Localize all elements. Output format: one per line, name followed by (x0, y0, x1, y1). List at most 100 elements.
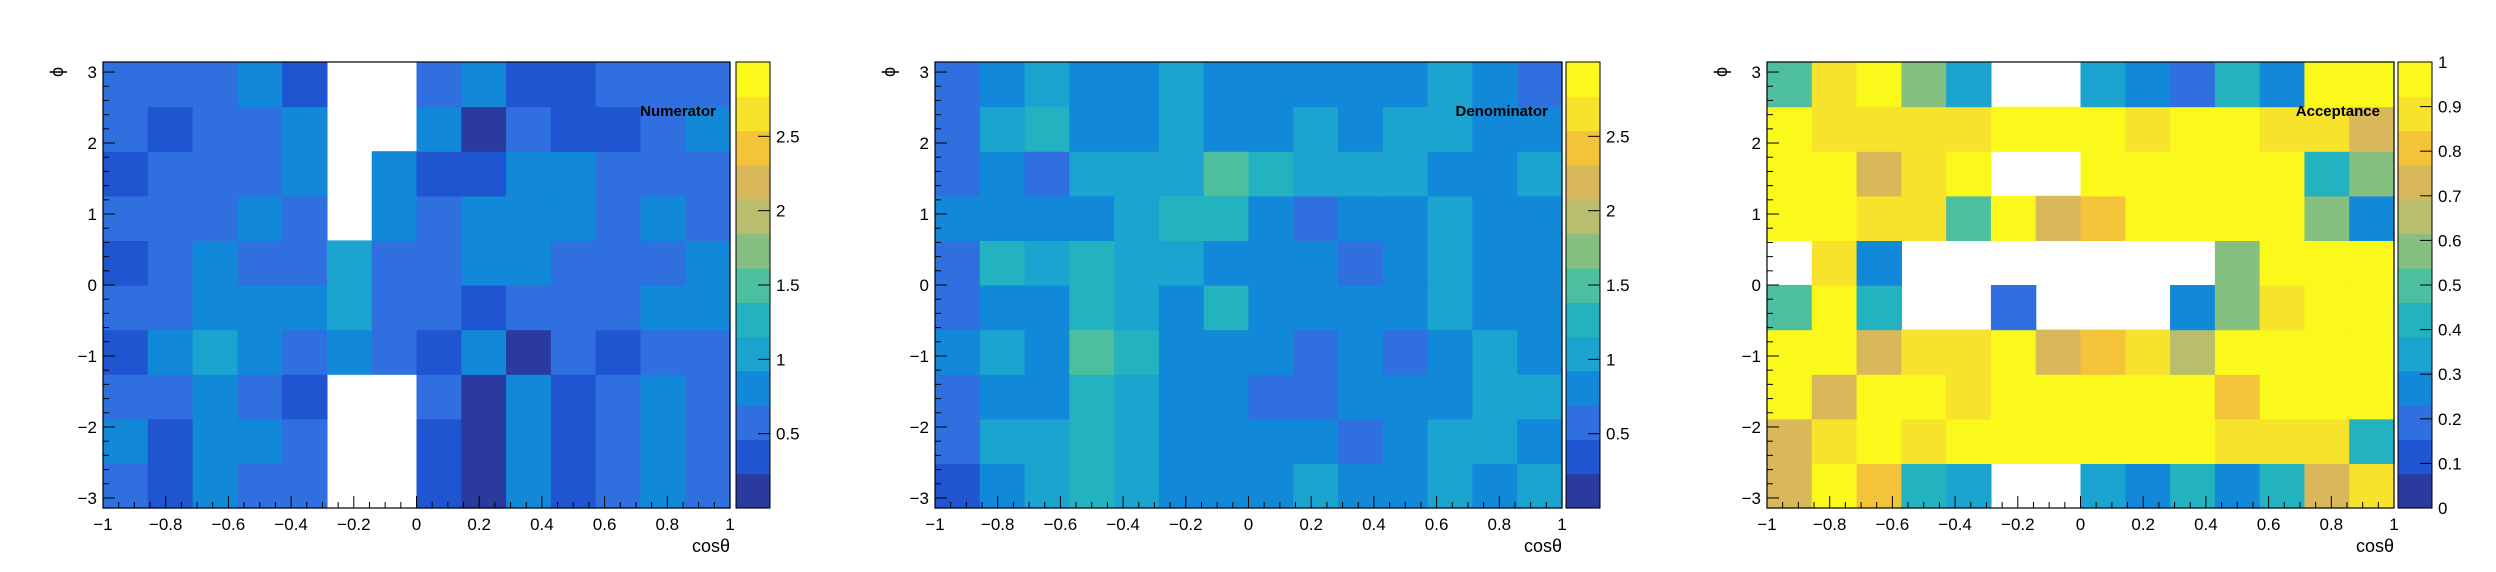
y-tick-label: 0 (920, 276, 929, 295)
heatmap-cell (461, 418, 507, 464)
heatmap-cell (1338, 106, 1384, 152)
heatmap-cell (979, 374, 1026, 420)
heatmap-cell (103, 285, 149, 331)
color-scale-band (2398, 302, 2432, 338)
heatmap-cell (1901, 106, 1947, 152)
heatmap-cell (2349, 106, 2395, 152)
heatmap-cell (147, 62, 194, 108)
heatmap-cell (2304, 374, 2350, 420)
heatmap-cell (282, 285, 328, 331)
heatmap-cell (1767, 374, 1813, 420)
color-scale-band (1566, 233, 1600, 269)
x-axis-title: cosθ (2356, 536, 2394, 556)
heatmap-cell (1382, 418, 1429, 464)
heatmap-cell (2080, 151, 2126, 197)
x-tick-label: −0.2 (2001, 515, 2035, 534)
heatmap-cell (147, 151, 194, 197)
x-tick-label: −1 (1757, 515, 1776, 534)
heatmap-cell (2080, 374, 2126, 420)
heatmap-cell (1248, 106, 1294, 152)
panel-title: Numerator (640, 103, 716, 120)
heatmap-cell (1248, 62, 1294, 108)
heatmap-cell (1024, 62, 1070, 108)
heatmap-cells (1767, 62, 2395, 509)
heatmap-cell (1517, 62, 1563, 108)
heatmap-cell (640, 463, 686, 509)
heatmap-cell (192, 463, 238, 509)
x-tick-label: −0.4 (1106, 515, 1140, 534)
heatmap-cell (1767, 463, 1813, 509)
heatmap-cell (103, 62, 149, 108)
heatmap-cell (2080, 329, 2126, 375)
color-scale-label: 2.5 (1606, 127, 1630, 146)
heatmap-cell (1427, 463, 1474, 509)
color-scale-band (736, 405, 770, 440)
color-scale: 0.5 1 1.5 2 2.5 (735, 61, 800, 509)
y-tick-label: 1 (1752, 205, 1761, 224)
heatmap-cell (1427, 106, 1474, 152)
y-tick-label: −3 (78, 489, 97, 508)
heatmap-cell (1069, 463, 1115, 509)
heatmap-cell (1901, 151, 1947, 197)
heatmap-cell (237, 240, 283, 286)
heatmap-cell (2080, 463, 2126, 509)
heatmap-cell (1517, 463, 1563, 509)
x-tick-label: −0.6 (212, 515, 246, 534)
heatmap-cell (640, 151, 686, 197)
heatmap-cell (550, 329, 597, 375)
heatmap-cell (685, 329, 731, 375)
y-tick-label: 2 (88, 134, 97, 153)
heatmap-cell (2035, 418, 2082, 464)
heatmap-cell (595, 106, 642, 152)
y-axis: −3 −2 −1 0 1 2 3 (78, 63, 115, 508)
heatmap-cell (1203, 195, 1250, 241)
heatmap-cell (1856, 240, 1902, 286)
heatmap-cell (1856, 463, 1902, 509)
heatmap-cell (1517, 329, 1563, 375)
x-tick-label: −1 (93, 515, 112, 534)
heatmap-cell (550, 285, 597, 331)
heatmap-cell (237, 285, 283, 331)
heatmap-cell (685, 374, 731, 420)
heatmap-cell (2349, 463, 2395, 509)
heatmap-cell (685, 195, 731, 241)
heatmap-cell (1248, 240, 1294, 286)
heatmap-cell (461, 151, 507, 197)
color-scale-band (736, 439, 770, 475)
heatmap-cell (506, 374, 552, 420)
heatmap-cell (685, 240, 731, 286)
color-scale-band (1566, 473, 1600, 509)
heatmap-cell (685, 62, 731, 108)
color-scale-label: 1 (2438, 53, 2447, 72)
y-tick-label: −1 (910, 347, 929, 366)
heatmap-cell (2304, 195, 2350, 241)
heatmap-cell (1382, 329, 1429, 375)
heatmap-cell (1856, 195, 1902, 241)
heatmap-cell (1472, 240, 1518, 286)
heatmap-cell (1427, 240, 1474, 286)
heatmap-cell (282, 418, 328, 464)
heatmap-cell (237, 329, 283, 375)
heatmap-cell (192, 62, 238, 108)
x-tick-label: −0.6 (1876, 515, 1910, 534)
heatmap-cell (1946, 151, 1992, 197)
heatmap-cell (461, 329, 507, 375)
color-scale-band (736, 336, 770, 372)
heatmap-cell (1990, 374, 2037, 420)
heatmap-cell (1517, 151, 1563, 197)
heatmap-cell (979, 463, 1026, 509)
heatmap-cell (979, 195, 1026, 241)
heatmap-cell (461, 240, 507, 286)
panel-title: Acceptance (2296, 103, 2380, 120)
heatmap-cell (103, 195, 149, 241)
color-scale-label: 0.3 (2438, 365, 2462, 384)
heatmap-cell (2035, 106, 2082, 152)
x-tick-label: 1 (2389, 515, 2398, 534)
heatmap-cell (237, 106, 283, 152)
color-scale-band (1566, 439, 1600, 475)
x-tick-label: 0.2 (1299, 515, 1323, 534)
heatmap-cell (595, 374, 642, 420)
heatmap-cell (2259, 418, 2306, 464)
heatmap-cell (979, 285, 1026, 331)
y-tick-label: 0 (88, 276, 97, 295)
